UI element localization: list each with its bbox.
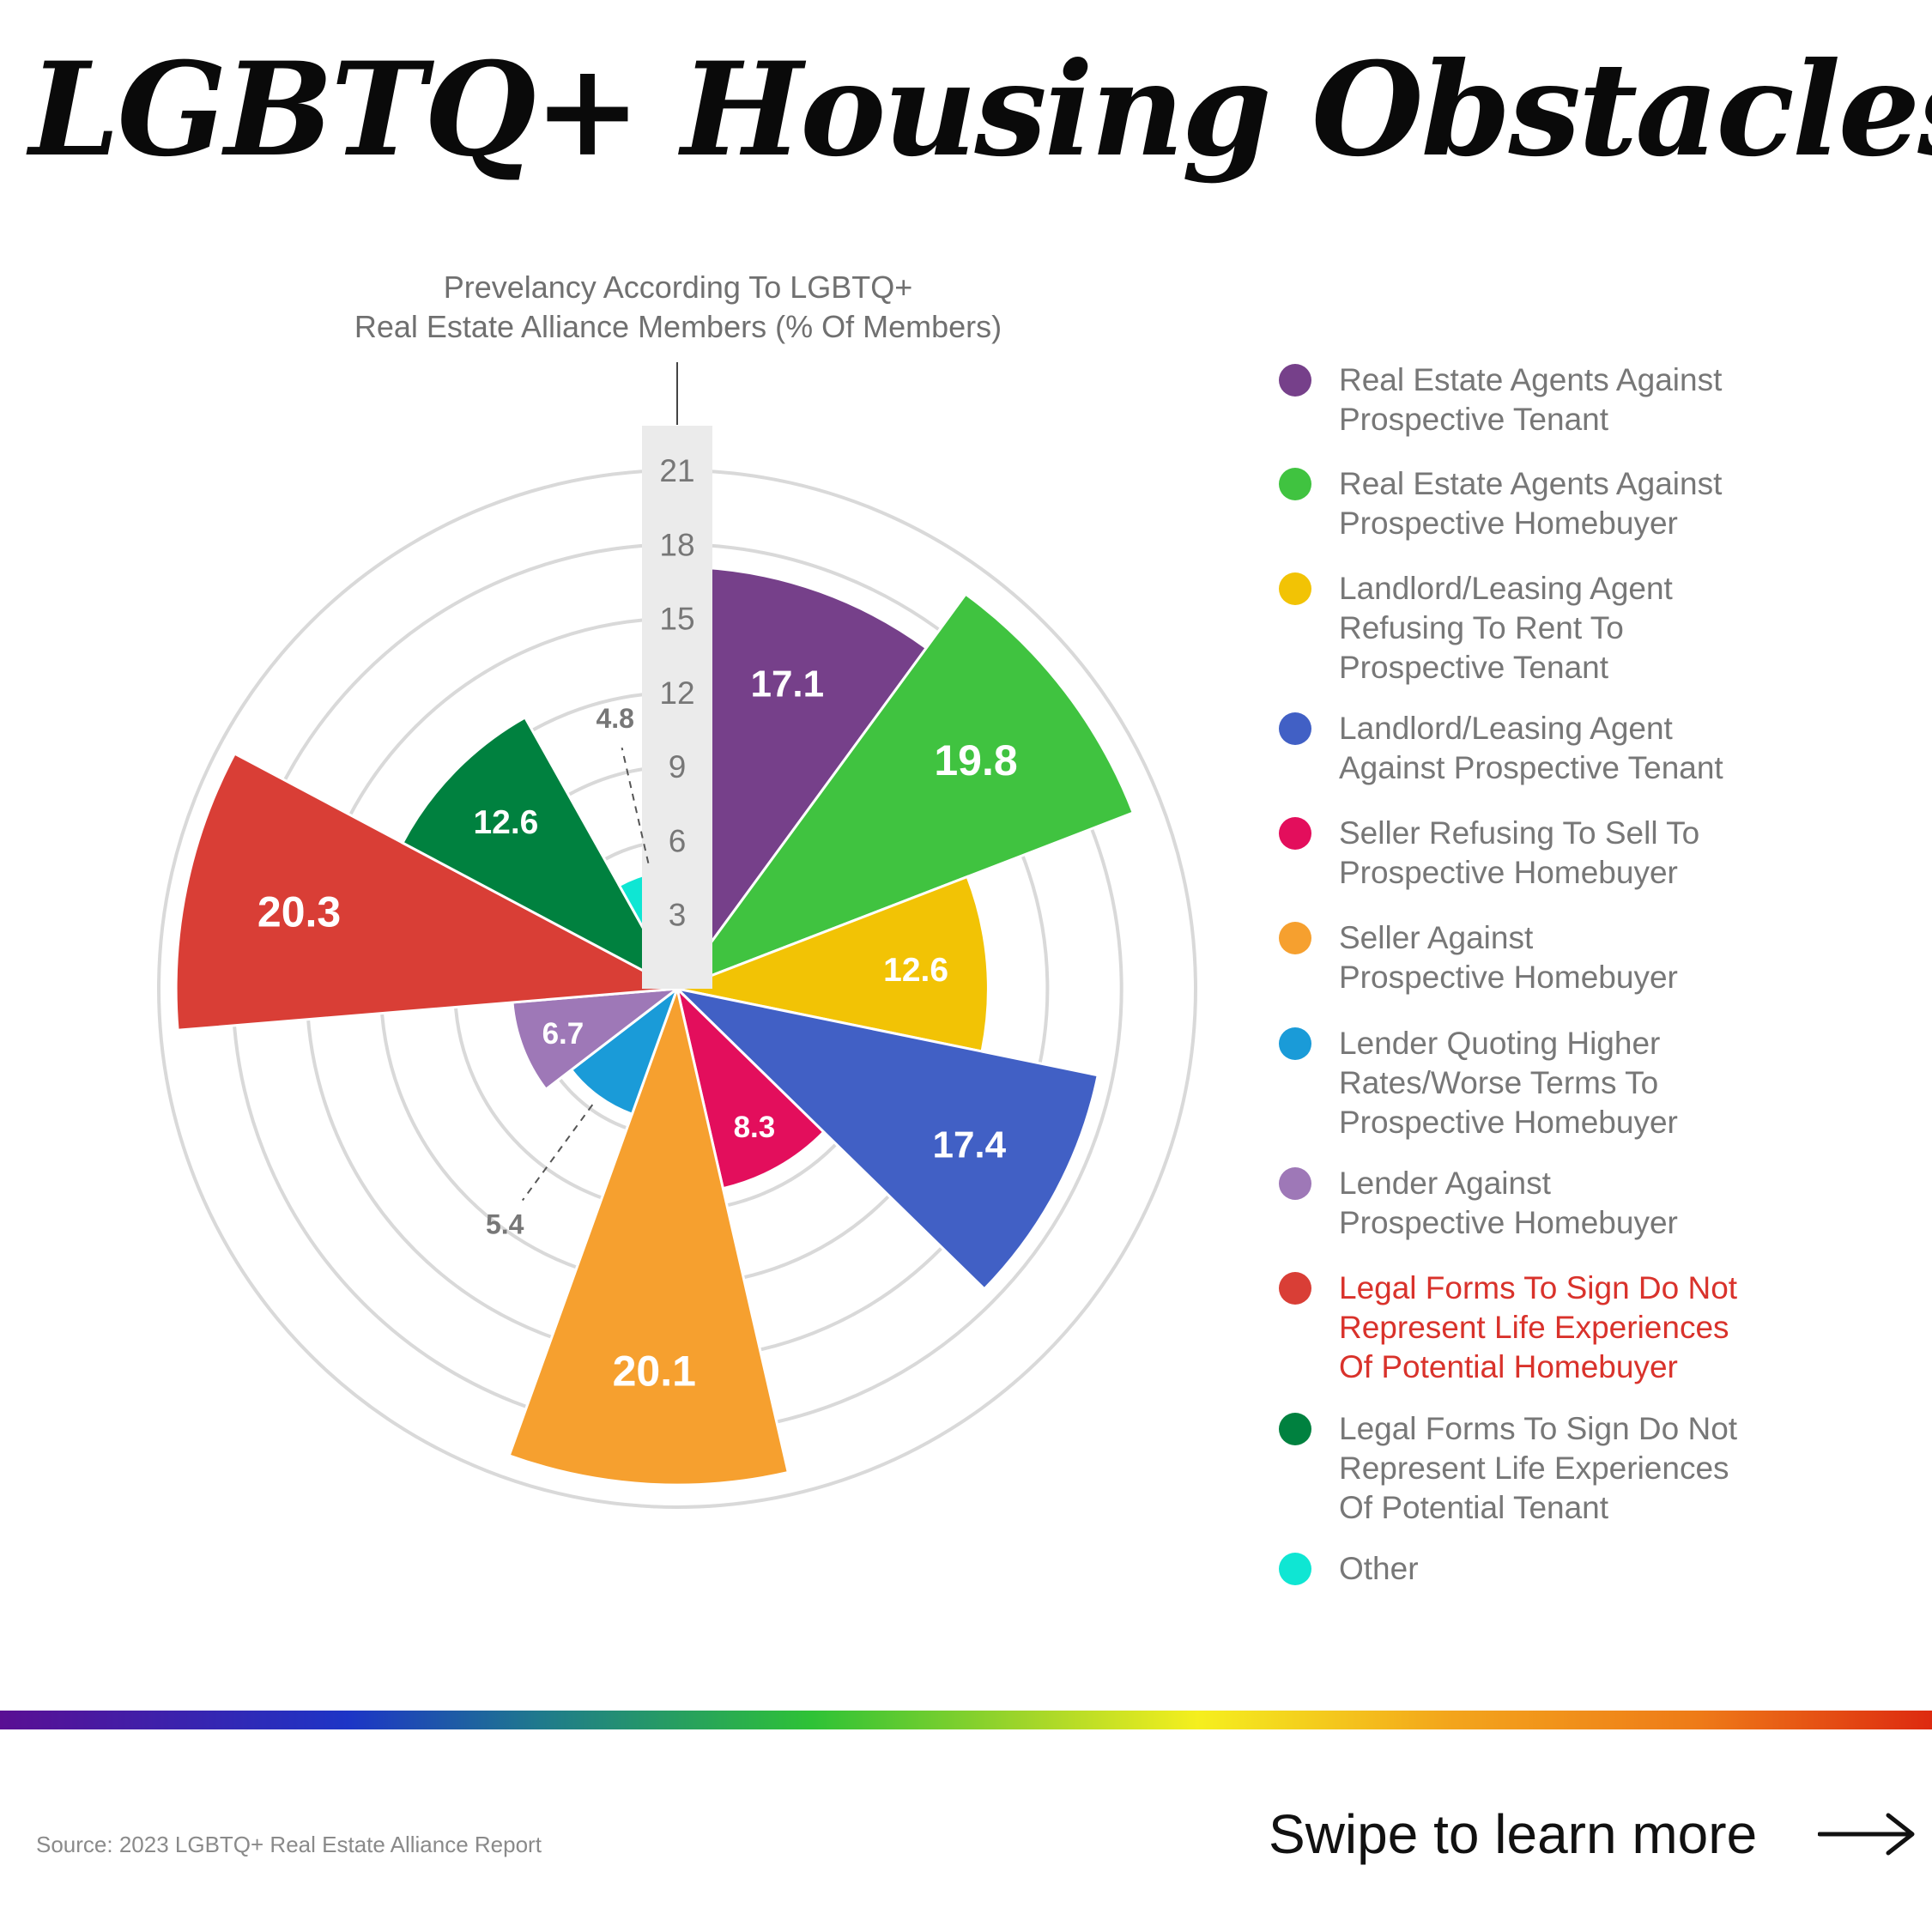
legend-label: Legal Forms To Sign Do Not Represent Lif… [1339,1411,1738,1525]
value-label-10: 12.6 [473,804,538,841]
value-label-7: 5.4 [486,1209,524,1240]
value-label-9: 20.3 [257,887,341,936]
legend-swatch [1279,468,1311,500]
tick-layer: 3 6 9 12 15 18 21 [642,362,712,989]
tick-label-15: 15 [659,602,694,637]
rainbow-divider [0,1711,1932,1729]
legend-swatch [1279,1272,1311,1305]
value-label-8: 6.7 [542,1017,584,1051]
legend-swatch [1279,1027,1311,1060]
legend-item-11: Other [1279,1549,1419,1589]
value-label-11: 4.8 [596,703,633,734]
value-leader-7 [521,1104,594,1202]
legend-label: Landlord/Leasing Agent Against Prospecti… [1339,711,1723,785]
slice-3 [672,875,990,1053]
tick-label-18: 18 [659,527,694,562]
slice-4 [673,986,1099,1291]
axis-label-line-2: Real Estate Alliance Members (% Of Membe… [354,309,1002,344]
legend-label: Lender Quoting Higher Rates/Worse Terms … [1339,1026,1678,1140]
slice-6 [507,984,790,1487]
slice-layer [174,566,1136,1487]
radial-axis-label: Prevelancy According To LGBTQ+ Real Esta… [283,268,1073,347]
legend-label: Legal Forms To Sign Do Not Represent Lif… [1339,1270,1738,1384]
swipe-prompt[interactable]: Swipe to learn more [1269,1803,1758,1865]
legend-item-5: Seller Refusing To Sell To Prospective H… [1279,814,1699,893]
legend-item-7: Lender Quoting Higher Rates/Worse Terms … [1279,1024,1678,1142]
legend-item-3: Landlord/Leasing Agent Refusing To Rent … [1279,569,1673,687]
tick-label-3: 3 [669,898,687,933]
slice-7 [569,984,681,1117]
legend-label: Lender Against Prospective Homebuyer [1339,1166,1678,1240]
label-layer: 17.1 19.8 12.6 17.4 8.3 20.1 5.4 6.7 20.3 12.6 4.8 [257,663,1018,1396]
legend-item-4: Landlord/Leasing Agent Against Prospecti… [1279,709,1723,788]
slice-1 [675,566,929,994]
slice-5 [675,984,826,1190]
legend-swatch [1279,712,1311,745]
legend-label: Other [1339,1551,1419,1586]
slice-9 [174,751,682,1032]
value-label-4: 17.4 [932,1124,1006,1166]
legend-swatch [1279,572,1311,605]
tick-label-9: 9 [669,749,687,784]
page-title: LGBTQ+ Housing Obstacles [29,34,1932,185]
legend-label: Real Estate Agents Against Prospective H… [1339,466,1723,541]
legend-label: Seller Against Prospective Homebuyer [1339,920,1678,995]
slice-8 [511,987,681,1092]
legend-swatch [1279,1553,1311,1585]
legend-item-10: Legal Forms To Sign Do Not Represent Lif… [1279,1409,1737,1528]
value-label-1: 17.1 [750,663,824,706]
legend-swatch [1279,364,1311,397]
legend-item-9: Legal Forms To Sign Do Not Represent Lif… [1279,1269,1737,1387]
legend-label: Landlord/Leasing Agent Refusing To Rent … [1339,571,1673,685]
legend-item-8: Lender Against Prospective Homebuyer [1279,1164,1678,1243]
legend-label: Seller Refusing To Sell To Prospective H… [1339,815,1700,890]
legend-item-1: Real Estate Agents Against Prospective T… [1279,360,1722,439]
legend-item-6: Seller Against Prospective Homebuyer [1279,918,1678,997]
value-label-3: 12.6 [883,952,948,989]
axis-label-line-1: Prevelancy According To LGBTQ+ [443,270,913,305]
value-label-5: 8.3 [734,1111,776,1144]
right-arrow-icon[interactable] [1818,1813,1917,1856]
legend-label: Real Estate Agents Against Prospective T… [1339,362,1723,437]
tick-label-12: 12 [659,675,694,711]
tick-column-background [642,426,712,989]
value-label-6: 20.1 [613,1347,696,1395]
tick-label-21: 21 [659,453,694,488]
legend-item-2: Real Estate Agents Against Prospective H… [1279,464,1722,543]
tick-label-6: 6 [669,823,687,858]
legend-swatch [1279,817,1311,850]
value-leader-11 [621,747,650,863]
source-note: Source: 2023 LGBTQ+ Real Estate Alliance… [36,1832,542,1857]
legend-swatch [1279,1167,1311,1200]
legend-swatch [1279,1413,1311,1445]
slice-2 [673,592,1136,992]
legend-swatch [1279,922,1311,954]
value-label-2: 19.8 [934,736,1017,784]
slice-10 [400,715,681,992]
